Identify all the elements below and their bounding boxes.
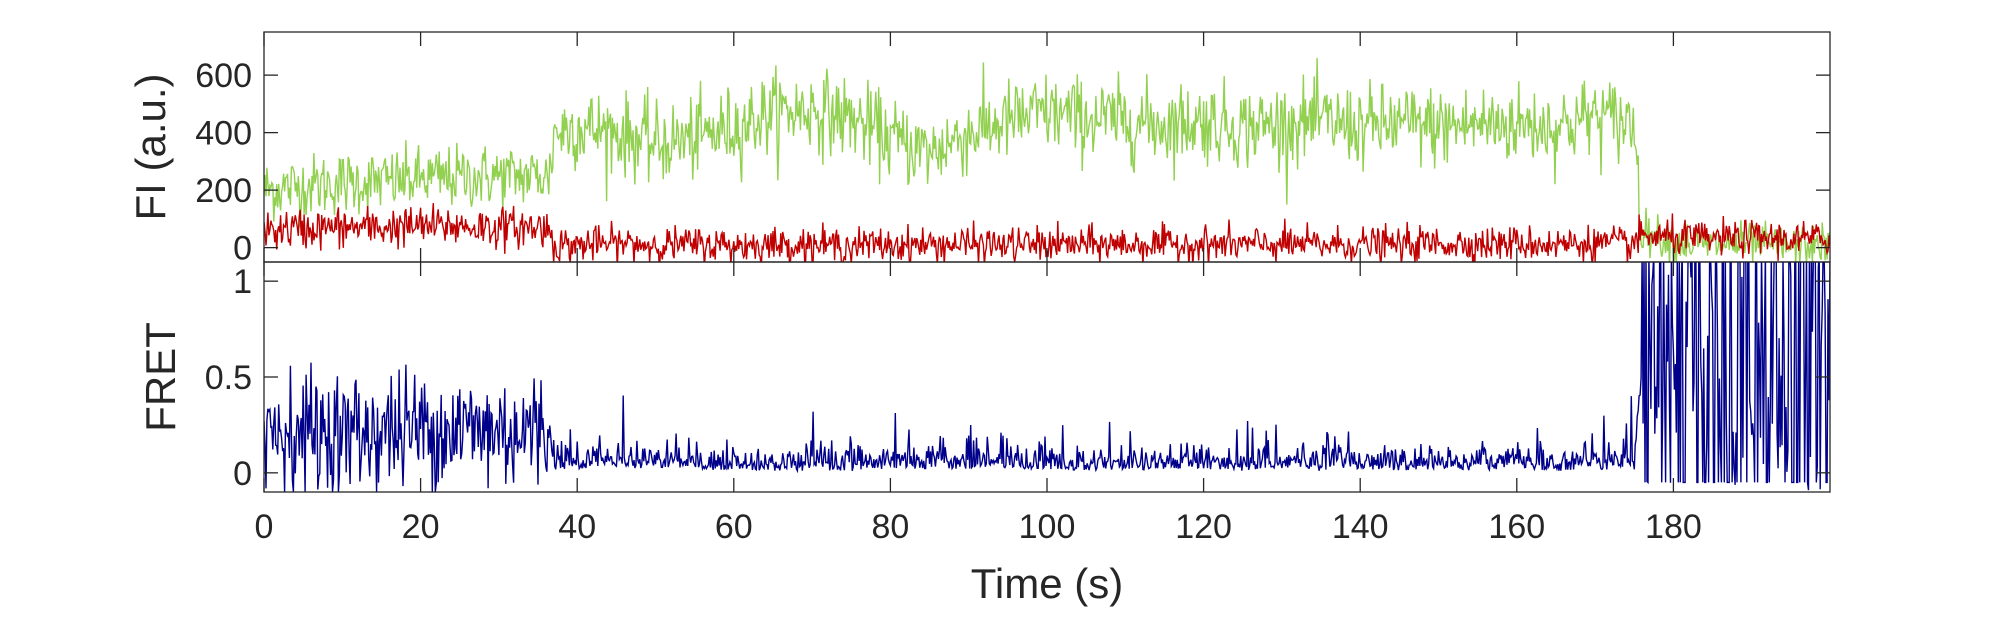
fret-y-tick-label: 0.5: [205, 359, 252, 397]
time-x-tick-label: 0: [255, 508, 274, 546]
fret-y-tick-label: 1: [233, 263, 252, 301]
fluorescence-y-tick-label: 200: [195, 172, 252, 210]
time-x-tick-label: 100: [1019, 508, 1076, 546]
time-x-tick-label: 40: [558, 508, 596, 546]
time-x-tick-label: 60: [715, 508, 753, 546]
fret-series-group: [264, 262, 1830, 492]
fluorescence-series-group: [264, 57, 1830, 262]
time-x-tick-label: 180: [1645, 508, 1702, 546]
time-x-axis-label: Time (s): [971, 560, 1123, 607]
fluorescence-y-ticks: 0 200 400 600: [195, 32, 1830, 268]
fluorescence-y-axis-label: FI (a.u.): [127, 73, 174, 220]
time-x-ticks: 0 20 40 60 80 100 120 140 160 180: [255, 262, 1702, 546]
fluorescence-panel: 0 200 400 600 FI (a.u.): [127, 31, 1831, 268]
fluorescence-y-tick-label: 400: [195, 115, 252, 153]
time-x-tick-label: 120: [1175, 508, 1232, 546]
time-x-tick-label: 140: [1332, 508, 1389, 546]
fret-y-ticks: 00.51: [205, 263, 1830, 493]
fret-y-axis-label: FRET: [137, 322, 184, 432]
time-x-tick-label: 80: [871, 508, 909, 546]
fret-series-line-0: [264, 262, 1830, 492]
fret-y-tick-label: 0: [233, 455, 252, 493]
time-x-tick-label: 20: [402, 508, 440, 546]
time-x-tick-label: 160: [1488, 508, 1545, 546]
fluorescence-y-tick-label: 600: [195, 57, 252, 95]
fluorescence-series-line-0: [264, 57, 1830, 262]
fret-panel: 00.51 0 20 40 60 80 100 120 140 160 180 FRET Time…: [137, 261, 1831, 607]
fluorescence-y-tick-label: 0: [233, 230, 252, 268]
